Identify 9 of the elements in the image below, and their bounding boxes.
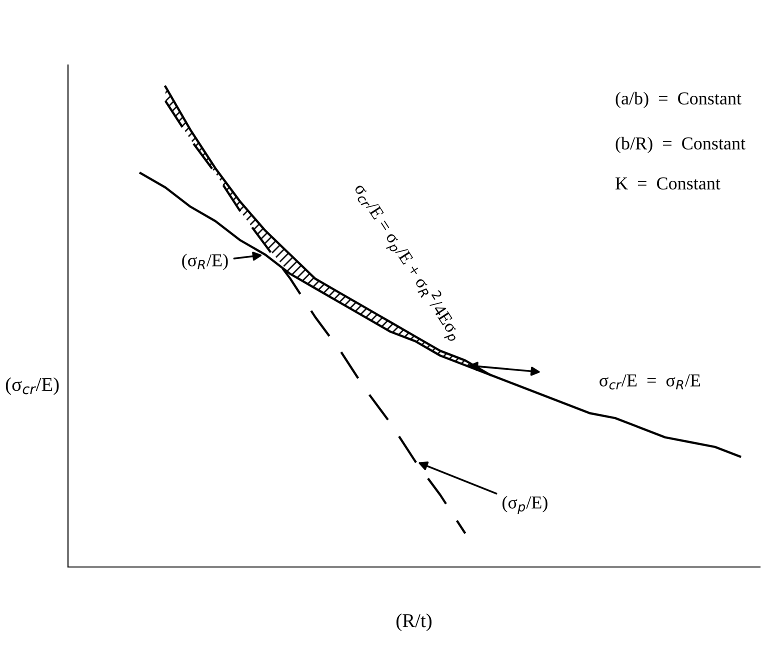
text: (σ$_{p}$/E): [502, 496, 548, 514]
annotation: (a/b) = Constant: [616, 92, 742, 108]
legend-label: (σ$_{R}$/E): [182, 254, 228, 270]
y-axis-title: (σ$_{cr}$/E): [6, 377, 59, 395]
text: σ$_{cr}$/E = σ$_{p}$/E + σ$_{R}$$^{2}$/4Eσ$_{p}$: [354, 184, 456, 344]
x-axis-title: (R/t): [396, 614, 432, 632]
annotation: σ$_{cr}$/E = σ$_{R}$/E: [600, 374, 700, 390]
annotation: (b/R) = Constant: [616, 136, 746, 154]
annotation: K = Constant: [616, 177, 720, 190]
